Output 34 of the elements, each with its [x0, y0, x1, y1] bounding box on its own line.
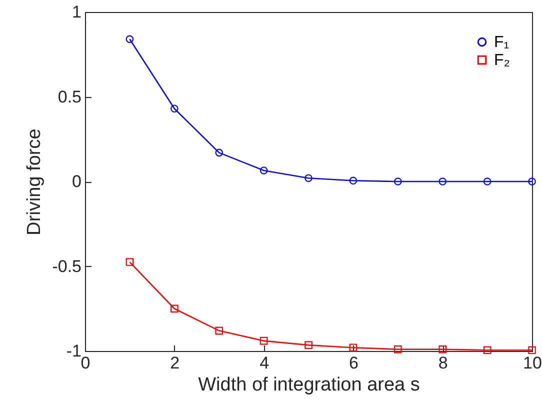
point [528, 178, 536, 186]
x-axis-title: Width of integration area s [198, 374, 420, 396]
y-tick-label: 1 [72, 2, 82, 22]
point [304, 174, 312, 182]
x-tick-label: 2 [170, 354, 180, 372]
point [349, 176, 358, 185]
x-tick-label: 6 [348, 354, 358, 372]
y-tick-label: 0 [72, 172, 82, 191]
x-tick-label: 8 [438, 354, 448, 372]
y-tick-label: 0.5 [58, 87, 82, 106]
x-tick-label: 10 [523, 354, 542, 372]
point [170, 304, 178, 313]
point [483, 178, 492, 186]
point [349, 344, 358, 352]
point [483, 346, 492, 354]
point [170, 104, 178, 113]
y-tick-label: -0.5 [52, 256, 82, 276]
legend-label: F₂ [494, 52, 510, 69]
legend-label: F₁ [494, 34, 510, 51]
point [394, 345, 402, 354]
point [438, 178, 447, 186]
point [215, 148, 224, 157]
point [394, 178, 402, 186]
y-tick-label: -1 [66, 342, 82, 360]
point [260, 166, 268, 174]
point [126, 258, 134, 266]
y-axis-title: Driving force [24, 128, 46, 236]
x-tick-label: 4 [260, 354, 270, 372]
point [438, 345, 447, 354]
point [528, 346, 536, 354]
point [304, 341, 312, 349]
point [215, 326, 224, 335]
point [126, 35, 134, 44]
point [260, 336, 268, 345]
